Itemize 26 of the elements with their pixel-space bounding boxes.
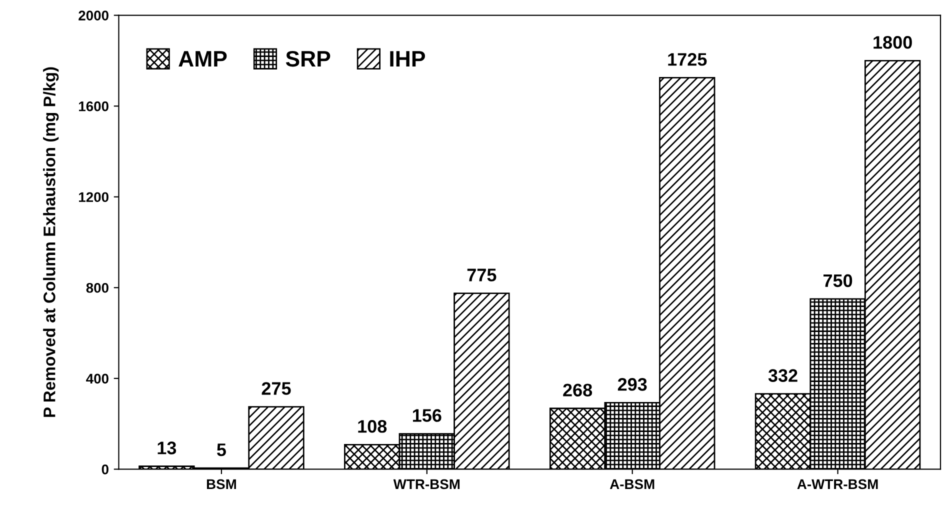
data-label: 1800 [874,36,912,49]
data-label: 1725 [668,53,707,66]
legend-label: SRP [286,50,330,67]
x-tick-label: BSM [206,479,236,490]
y-tick-label: 0 [102,464,108,474]
x-tick-label: A-BSM [610,479,654,490]
data-label: 775 [467,268,496,282]
x-tick-label: A-WTR-BSM [797,479,878,490]
data-label: 156 [412,409,442,422]
y-tick-label: 1600 [79,101,108,112]
data-label: 13 [158,442,176,454]
y-tick-label: 400 [86,374,108,384]
data-label: 5 [217,444,226,456]
data-label: 293 [618,378,647,391]
data-label: 275 [262,382,291,395]
legend-label: IHP [390,51,425,66]
x-tick-label: WTR-BSM [393,479,460,490]
y-tick-label: 800 [86,282,108,293]
y-tick-label: 1200 [79,192,108,202]
y-axis-title: P Removed at Column Exhaustion (mg P/kg) [43,67,59,417]
data-label: 750 [823,274,852,288]
data-label: 108 [358,420,387,433]
data-label: 268 [563,384,592,396]
legend-label: AMP [178,51,227,66]
y-tick-label: 2000 [78,10,108,20]
data-label: 332 [768,369,798,382]
